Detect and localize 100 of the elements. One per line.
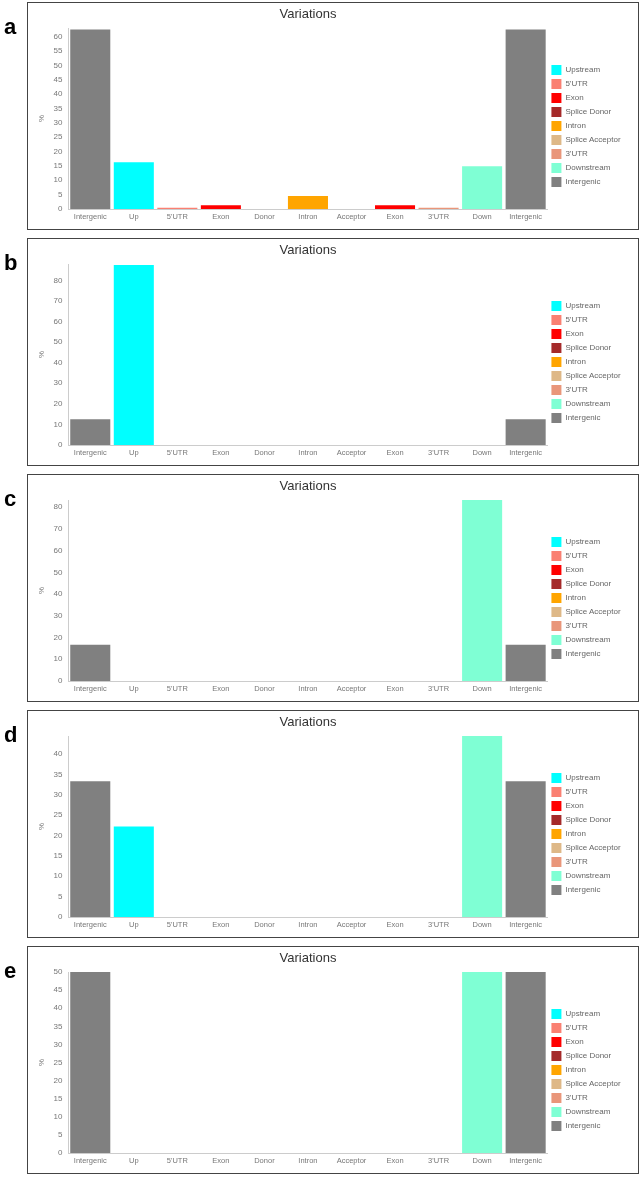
legend-label: Intron (565, 1065, 586, 1075)
y-tick-label: 50 (53, 60, 64, 70)
y-tick-label: 10 (53, 654, 64, 664)
legend-label: Intergenic (565, 649, 601, 659)
legend-label: Splice Donor (565, 343, 612, 353)
legend-label: Exon (565, 565, 584, 575)
y-tick-label: 0 (58, 440, 64, 450)
y-tick-label: 35 (53, 1021, 64, 1031)
y-tick-label: 10 (53, 871, 64, 881)
y-tick-label: 10 (53, 419, 64, 429)
legend-label: 5'UTR (565, 551, 589, 561)
legend-label: 3'UTR (565, 149, 589, 159)
y-tick-label: 10 (53, 175, 64, 185)
y-tick-label: 0 (58, 204, 64, 214)
y-tick-label: 80 (53, 502, 64, 512)
legend-label: Splice Acceptor (565, 843, 621, 853)
y-axis-title: % (37, 586, 46, 595)
legend-label: Upstream (565, 1009, 601, 1019)
y-tick-label: 5 (58, 189, 64, 199)
y-tick-label: 30 (53, 611, 64, 621)
legend-label: Splice Acceptor (565, 371, 621, 381)
y-axis-title: % (37, 1058, 46, 1067)
legend-label: 5'UTR (565, 1023, 589, 1033)
legend-label: Downstream (565, 399, 611, 409)
legend-label: Exon (565, 329, 584, 339)
text: c (4, 486, 17, 512)
legend-label: Exon (565, 1037, 584, 1047)
y-tick-label: 35 (53, 769, 64, 779)
y-tick-label: 0 (58, 676, 64, 686)
legend-label: Intergenic (565, 1121, 601, 1131)
y-tick-label: 40 (53, 357, 64, 367)
legend-label: Intron (565, 593, 586, 603)
y-tick-label: 10 (53, 1112, 64, 1121)
y-tick-label: 0 (58, 1148, 64, 1158)
legend-label: Intron (565, 121, 586, 131)
bar (505, 29, 546, 209)
legend-label: Splice Donor (565, 1051, 612, 1061)
text: d (4, 722, 18, 748)
y-tick-label: 30 (53, 118, 64, 128)
bar (113, 826, 154, 917)
legend-label: Intron (565, 829, 586, 839)
bar (505, 781, 546, 917)
bar (113, 162, 154, 209)
text: b (4, 250, 18, 276)
bar (375, 205, 416, 209)
y-tick-label: 30 (53, 789, 64, 799)
y-tick-label: 20 (53, 830, 64, 840)
text: a (4, 14, 17, 40)
legend-label: Splice Donor (565, 815, 612, 825)
legend-label: Upstream (565, 773, 601, 783)
y-tick-label: 30 (53, 378, 64, 388)
legend-label: Splice Acceptor (565, 607, 621, 617)
legend-label: Intergenic (565, 885, 601, 895)
y-tick-label: 45 (53, 74, 64, 84)
y-tick-label: 15 (53, 161, 64, 171)
y-tick-label: 30 (53, 1039, 64, 1049)
y-tick-label: 40 (53, 749, 64, 759)
bar (70, 781, 111, 917)
y-tick-label: 5 (58, 1130, 64, 1140)
y-tick-label: 40 (53, 1003, 64, 1013)
y-tick-label: 25 (53, 1057, 64, 1067)
y-tick-label: 60 (53, 545, 64, 555)
legend-label: 3'UTR (565, 857, 589, 867)
y-tick-label: 35 (53, 103, 64, 113)
legend-label: 3'UTR (565, 385, 589, 395)
legend-label: 5'UTR (565, 787, 589, 797)
y-tick-label: 50 (53, 967, 64, 977)
y-axis-title: % (37, 114, 46, 123)
y-tick-label: 40 (53, 89, 64, 99)
y-tick-label: 50 (53, 337, 64, 347)
legend-label: Intergenic (565, 413, 601, 423)
legend-label: Downstream (565, 1107, 611, 1117)
legend-label: Upstream (565, 301, 601, 311)
legend-label: Splice Donor (565, 107, 612, 117)
legend-label: Splice Acceptor (565, 135, 621, 145)
y-tick-label: 55 (53, 46, 64, 56)
legend-label: Exon (565, 801, 584, 811)
legend-label: 5'UTR (565, 315, 589, 325)
text: e (4, 958, 17, 984)
legend-label: 5'UTR (565, 79, 589, 89)
legend-label: Splice Acceptor (565, 1079, 621, 1089)
y-tick-label: 25 (53, 810, 64, 820)
y-axis-title: % (37, 350, 46, 359)
legend-label: 3'UTR (565, 621, 589, 631)
y-tick-label: 15 (53, 1093, 64, 1103)
y-tick-label: 50 (53, 567, 64, 577)
y-tick-label: 0 (58, 912, 64, 922)
y-tick-label: 25 (53, 132, 64, 142)
legend-label: Splice Donor (565, 579, 612, 589)
chart-title: Variations (279, 714, 337, 730)
bar (462, 166, 503, 209)
chart-title: Variations (279, 242, 337, 258)
y-tick-label: 70 (53, 524, 64, 534)
y-tick-label: 20 (53, 632, 64, 642)
y-tick-label: 15 (53, 851, 64, 861)
y-axis-title: % (37, 822, 46, 831)
y-tick-label: 70 (53, 296, 64, 306)
legend-label: Intergenic (565, 177, 601, 187)
legend-label: 3'UTR (565, 1093, 589, 1103)
chart-title: Variations (279, 6, 337, 22)
